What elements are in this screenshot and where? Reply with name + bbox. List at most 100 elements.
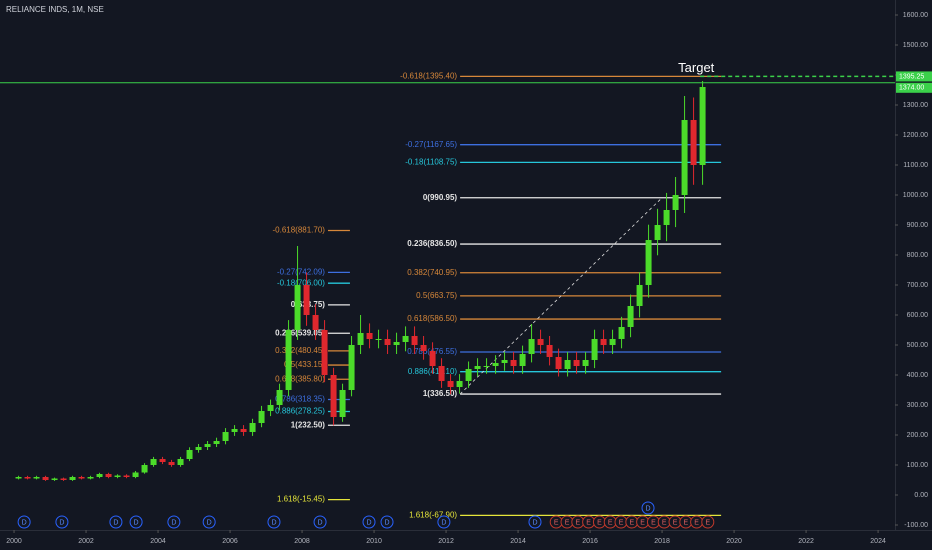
x-tick-label: 2012 [438, 538, 454, 545]
earnings-label: E [597, 519, 602, 526]
dividend-label: D [171, 519, 176, 526]
candle-body [528, 338, 535, 354]
candle-body [645, 239, 652, 285]
candle-body [240, 428, 247, 432]
x-tick-label: 2024 [870, 538, 886, 545]
dividend-label: D [384, 519, 389, 526]
x-tick-label: 2014 [510, 538, 526, 545]
y-tick-label: 1000.00 [903, 192, 928, 199]
candle-body [51, 478, 58, 480]
earnings-label: E [619, 519, 624, 526]
candle-body [429, 350, 436, 366]
candle-body [420, 344, 427, 351]
fib-label: 0.382(740.95) [407, 268, 457, 277]
candle-body [42, 476, 49, 480]
y-tick-label: 900.00 [907, 222, 929, 229]
candle-body [60, 478, 67, 480]
y-tick-label: 1200.00 [903, 132, 928, 139]
y-tick-label: 400.00 [907, 372, 929, 379]
earnings-label: E [640, 519, 645, 526]
fib-label: 1(336.50) [423, 389, 458, 398]
x-tick-label: 2010 [366, 538, 382, 545]
fib-label: -0.27(1167.65) [405, 140, 457, 149]
y-tick-label: 100.00 [907, 462, 929, 469]
candle-body [132, 472, 139, 477]
candle-body [681, 119, 688, 195]
candle-body [627, 305, 634, 327]
fib-label: 0.618(586.50) [407, 314, 457, 323]
fib-label: 0.5(433.15) [284, 360, 325, 369]
candle-body [654, 224, 661, 240]
candle-body [150, 458, 157, 465]
candle-body [69, 476, 76, 480]
fib-label: -0.18(1108.75) [405, 157, 457, 166]
x-tick-label: 2000 [6, 538, 22, 545]
candle-body [204, 443, 211, 447]
candle-body [465, 368, 472, 381]
dividend-marker [362, 515, 376, 529]
candle-body [546, 344, 553, 357]
dividend-marker [528, 515, 542, 529]
dividend-label: D [366, 519, 371, 526]
fib-label: 0.5(663.75) [416, 291, 457, 300]
fib-label: -0.618(1395.40) [400, 71, 457, 80]
price-tag-label: 1374.00 [899, 85, 924, 92]
earnings-label: E [673, 519, 678, 526]
fib-label: -0.618(881.70) [272, 226, 325, 235]
dividend-label: D [113, 519, 118, 526]
fib-label: 0.236(836.50) [407, 239, 457, 248]
dividend-marker [202, 515, 216, 529]
dividend-label: D [207, 519, 212, 526]
candle-body [519, 353, 526, 366]
trend-line [459, 197, 663, 395]
candle-body [636, 284, 643, 306]
y-tick-label: 500.00 [907, 342, 929, 349]
dividend-marker [380, 515, 394, 529]
fib-label: 1(232.50) [291, 420, 326, 429]
fib-label: 0.886(278.25) [275, 407, 325, 416]
candle-body [195, 446, 202, 450]
candle-body [483, 365, 490, 367]
x-tick-label: 2016 [582, 538, 598, 545]
candle-body [24, 476, 31, 479]
dividend-marker [313, 515, 327, 529]
candle-body [312, 314, 319, 330]
candle-body [510, 359, 517, 366]
candle-body [600, 338, 607, 345]
candle-body [168, 461, 175, 465]
y-tick-label: 700.00 [907, 282, 929, 289]
fib-label: 0.786(318.35) [275, 395, 325, 404]
y-tick-label: 800.00 [907, 252, 929, 259]
x-tick-label: 2008 [294, 538, 310, 545]
y-tick-label: 0.00 [914, 492, 928, 499]
dividend-marker [17, 515, 31, 529]
earnings-label: E [608, 519, 613, 526]
dividend-marker [641, 501, 655, 515]
candle-body [573, 359, 580, 366]
y-tick-label: 1100.00 [903, 162, 928, 169]
candle-body [141, 464, 148, 473]
candle-body [276, 389, 283, 405]
candle-body [618, 326, 625, 339]
earnings-label: E [586, 519, 591, 526]
fib-label: 0(990.95) [423, 193, 458, 202]
candle-body [78, 476, 85, 479]
fib-label: 1.618(-15.45) [277, 495, 325, 504]
candle-body [582, 359, 589, 366]
dividend-marker [109, 515, 123, 529]
candle-body [402, 335, 409, 342]
dividend-marker [129, 515, 143, 529]
candle-body [330, 374, 337, 417]
x-tick-label: 2022 [798, 538, 814, 545]
dividend-label: D [532, 519, 537, 526]
dividend-marker [55, 515, 69, 529]
candle-body [294, 284, 301, 330]
candle-body [231, 428, 238, 432]
candle-body [105, 473, 112, 477]
candle-body [114, 475, 121, 477]
earnings-label: E [694, 519, 699, 526]
earnings-label: E [554, 519, 559, 526]
fib-label: 0.236(539.05) [275, 328, 325, 337]
